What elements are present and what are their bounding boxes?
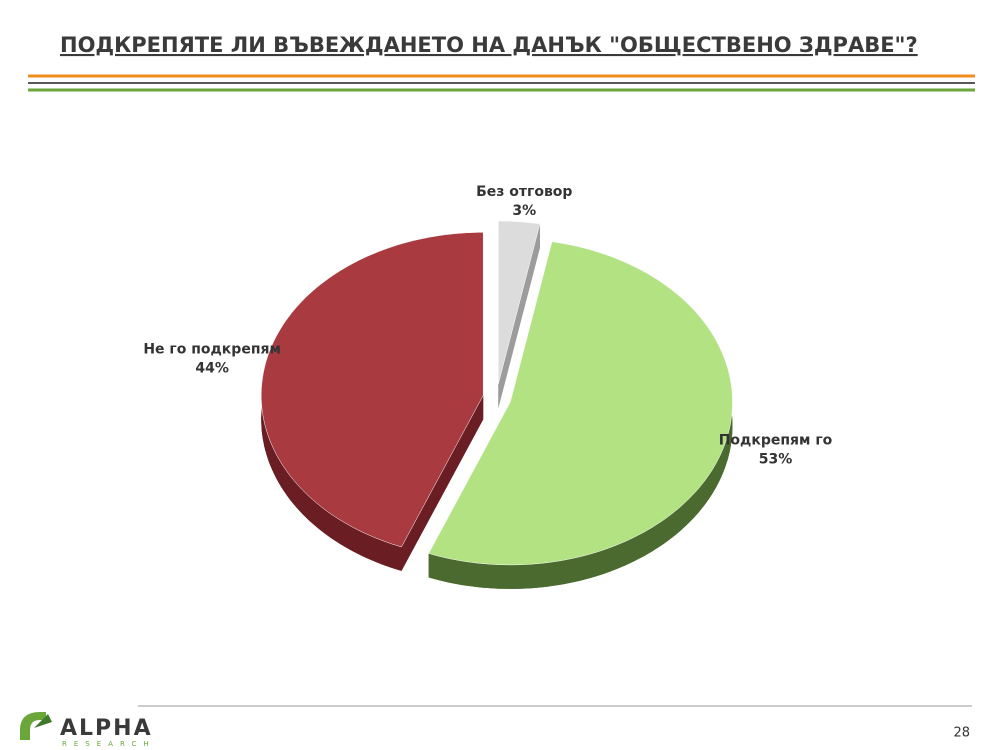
slice-label: Не го подкрепям <box>143 341 281 357</box>
slice <box>428 241 733 566</box>
logo-mark <box>34 714 52 728</box>
slice-value-label: 44% <box>195 360 229 376</box>
slice-value-label: 3% <box>512 203 536 219</box>
logo-text: ALPHA <box>60 716 153 741</box>
slice-label: Подкрепям го <box>719 432 833 448</box>
pie-chart: Без отговор 3% Подкрепям го 53% Не го подкре… <box>143 184 833 589</box>
slice-side <box>498 223 540 409</box>
slice <box>498 220 541 385</box>
logo-subtext: RESEARCH <box>62 740 156 748</box>
logo: ALPHA RESEARCH <box>20 712 156 748</box>
slice-value-label: 53% <box>759 451 793 467</box>
logo-mark <box>20 712 46 740</box>
slice-side <box>401 395 484 571</box>
slice <box>260 232 484 548</box>
page-number: 28 <box>953 726 970 741</box>
slide-title: ПОДКРЕПЯТЕ ЛИ ВЪВЕЖДАНЕТО НА ДАНЪК "ОБЩЕ… <box>60 33 918 57</box>
slice-label: Без отговор <box>476 184 572 200</box>
